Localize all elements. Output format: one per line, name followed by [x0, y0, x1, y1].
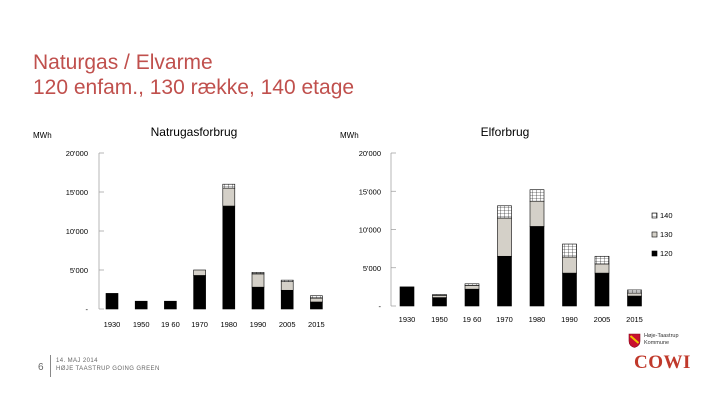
y-tick-label: 10'000 [359, 226, 381, 235]
bar-segment-140 [432, 294, 447, 296]
bar-segment-120 [464, 288, 480, 307]
bar-segment-120 [251, 286, 265, 310]
x-tick-label: 1970 [191, 320, 208, 329]
x-tick-label: 1980 [529, 315, 546, 324]
y-tick-label: 5'000 [363, 264, 381, 273]
y-tick-label: 15'000 [66, 188, 88, 197]
y-tick-label: 5'000 [70, 266, 88, 275]
bar-segment-140 [594, 255, 610, 265]
bar-segment-120 [193, 275, 206, 310]
bar-segment-140 [562, 243, 577, 258]
footer-event: HØJE TAASTRUP GOING GREEN [56, 366, 160, 372]
chart-legend: 140 130 120 [651, 211, 673, 258]
kommune-name-line-2: Kommune [644, 339, 670, 346]
y-axis-unit: MWh [340, 131, 359, 140]
chart-title: Elforbrug [481, 125, 530, 139]
x-tick-label: 2015 [308, 320, 325, 329]
legend-swatch-140 [651, 212, 658, 219]
bar-segment-140 [280, 279, 294, 283]
kommune-crest-icon [628, 333, 641, 348]
bar-segment-140 [529, 189, 545, 202]
slide-title-line-2: 120 enfam., 130 række, 140 etage [33, 76, 355, 99]
bar-segment-120 [134, 300, 148, 310]
legend-swatch-120 [651, 250, 658, 257]
page-number: 6 [38, 362, 44, 373]
x-tick-label: 2005 [594, 315, 611, 324]
bar-segment-130 [193, 269, 206, 276]
x-tick-label: 1970 [496, 315, 513, 324]
bar-segment-130 [562, 256, 577, 274]
bar-segment-120 [280, 289, 294, 310]
bar-segment-140 [251, 272, 265, 275]
y-tick-label: 20'000 [66, 149, 88, 158]
bar-segment-140 [627, 289, 642, 294]
x-tick-label: 1950 [431, 315, 448, 324]
y-tick-label: 15'000 [359, 187, 381, 196]
bar-segment-130 [280, 281, 294, 291]
bar-segment-120 [529, 226, 545, 307]
y-axis-unit: MWh [33, 131, 52, 140]
electricity-chart: Elforbrug MWh - 5'000 10'000 15'000 20'000 1930… [340, 125, 643, 324]
kommune-name-line-1: Høje-Taastrup [644, 333, 679, 339]
y-tick-label: 10'000 [66, 227, 88, 236]
footer-text: 14. MAJ 2014 HØJE TAASTRUP GOING GREEN [56, 357, 160, 373]
bar-segment-120 [164, 300, 177, 310]
y-tick-label: - [379, 302, 382, 311]
bar-segment-120 [497, 255, 512, 307]
bar-segment-130 [497, 217, 512, 257]
bar-segment-130 [222, 187, 236, 207]
legend-label-120: 120 [660, 249, 673, 258]
bar-segment-130 [529, 200, 545, 227]
bar-segment-120 [627, 295, 642, 307]
footer-date: 14. MAJ 2014 [56, 358, 98, 364]
company-logo: COWI [634, 352, 691, 373]
slide-title: Naturgas / Elvarme 120 enfam., 130 række… [33, 50, 354, 100]
x-tick-label: 19 60 [463, 315, 482, 324]
natural-gas-chart: Natrugasforbrug MWh - 5'000 10'000 15'000 20'0… [33, 125, 325, 329]
bar-segment-120 [399, 286, 415, 307]
bar-segment-140 [497, 205, 512, 219]
footer-divider [50, 355, 51, 377]
y-tick-label: 20'000 [359, 149, 381, 158]
bar-segment-120 [310, 301, 323, 310]
slide-title-line-1: Naturgas / Elvarme [33, 51, 213, 74]
x-tick-label: 1990 [561, 315, 578, 324]
bar-segment-120 [594, 272, 610, 307]
x-tick-label: 1930 [399, 315, 416, 324]
x-tick-label: 2015 [626, 315, 643, 324]
x-tick-label: 1980 [220, 320, 237, 329]
bar-segment-130 [594, 263, 610, 274]
bar-segment-120 [222, 205, 236, 310]
legend-label-140: 140 [660, 211, 673, 220]
legend-label-130: 130 [660, 230, 673, 239]
legend-swatch-130 [651, 231, 658, 238]
y-tick-label: - [86, 305, 89, 314]
bar-segment-140 [222, 183, 236, 189]
bar-segment-130 [464, 285, 480, 290]
bar-segment-120 [105, 293, 119, 310]
x-tick-label: 1990 [250, 320, 267, 329]
bar-segment-130 [627, 292, 642, 297]
kommune-logo: Høje-Taastrup Kommune [628, 333, 679, 348]
bar-segment-120 [562, 272, 577, 307]
bar-segment-140 [310, 295, 323, 299]
bar-segment-130 [432, 294, 447, 298]
x-tick-label: 1950 [133, 320, 150, 329]
bar-segment-120 [432, 297, 447, 307]
bar-segment-130 [310, 297, 323, 303]
bar-segment-140 [464, 283, 480, 286]
x-tick-label: 19 60 [161, 320, 180, 329]
chart-title: Natrugasforbrug [151, 125, 238, 139]
x-tick-label: 2005 [279, 320, 296, 329]
bar-segment-130 [251, 273, 265, 288]
x-tick-label: 1930 [104, 320, 121, 329]
